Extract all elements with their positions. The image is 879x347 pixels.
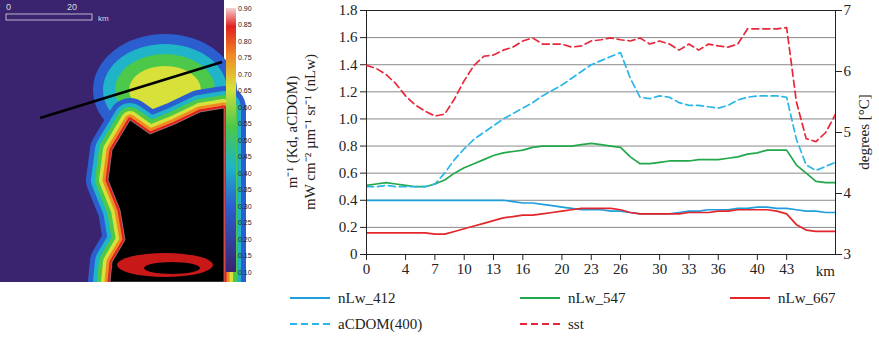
svg-text:0.45: 0.45 [238, 153, 252, 160]
svg-text:km: km [98, 14, 109, 23]
svg-text:23: 23 [584, 261, 599, 277]
svg-text:aCDOM(400): aCDOM(400) [338, 316, 422, 333]
svg-text:sst: sst [568, 316, 585, 332]
svg-text:30: 30 [652, 261, 667, 277]
svg-text:0.30: 0.30 [238, 203, 252, 210]
svg-text:13: 13 [486, 261, 501, 277]
svg-text:5: 5 [844, 124, 852, 140]
svg-text:mW cm⁻² µm⁻¹ sr⁻¹ (nLw): mW cm⁻² µm⁻¹ sr⁻¹ (nLw) [302, 54, 319, 210]
svg-text:36: 36 [711, 261, 727, 277]
svg-text:0: 0 [6, 2, 11, 12]
svg-text:0.4: 0.4 [339, 192, 358, 208]
svg-text:0.15: 0.15 [238, 252, 252, 259]
svg-text:1.0: 1.0 [339, 111, 358, 127]
svg-text:0: 0 [350, 246, 358, 262]
svg-text:6: 6 [844, 63, 852, 79]
svg-text:0.40: 0.40 [238, 170, 252, 177]
svg-text:0.2: 0.2 [339, 219, 358, 235]
svg-text:4: 4 [844, 185, 852, 201]
svg-text:1.6: 1.6 [339, 29, 358, 45]
svg-text:0.8: 0.8 [339, 138, 358, 154]
svg-text:33: 33 [681, 261, 696, 277]
svg-text:0.20: 0.20 [238, 236, 252, 243]
svg-text:nLw_547: nLw_547 [568, 290, 626, 306]
svg-text:20: 20 [67, 2, 77, 12]
svg-text:degrees [°C]: degrees [°C] [856, 94, 872, 170]
svg-text:1.2: 1.2 [339, 84, 358, 100]
svg-text:7: 7 [431, 261, 439, 277]
svg-text:7: 7 [844, 2, 852, 18]
svg-text:43: 43 [779, 261, 794, 277]
svg-text:0.75: 0.75 [238, 54, 252, 61]
svg-text:0.10: 0.10 [238, 269, 252, 276]
svg-text:1.4: 1.4 [339, 57, 358, 73]
svg-text:0.55: 0.55 [238, 120, 252, 127]
svg-text:nLw_412: nLw_412 [338, 290, 396, 306]
svg-text:m⁻¹ (Kd, aCDOM): m⁻¹ (Kd, aCDOM) [284, 76, 301, 188]
svg-text:0.70: 0.70 [238, 71, 252, 78]
svg-text:0.80: 0.80 [238, 38, 252, 45]
svg-text:0.65: 0.65 [238, 87, 252, 94]
svg-text:0.35: 0.35 [238, 186, 252, 193]
svg-text:0.6: 0.6 [339, 165, 358, 181]
svg-text:3: 3 [844, 246, 852, 262]
svg-text:1.8: 1.8 [339, 2, 358, 18]
svg-text:40: 40 [750, 261, 765, 277]
svg-text:20: 20 [554, 261, 569, 277]
svg-text:0.50: 0.50 [238, 137, 252, 144]
svg-text:km: km [816, 263, 836, 279]
svg-text:10: 10 [457, 261, 472, 277]
svg-text:16: 16 [515, 261, 531, 277]
svg-text:0.25: 0.25 [238, 219, 252, 226]
svg-text:0.90: 0.90 [238, 5, 252, 12]
svg-text:0: 0 [363, 261, 371, 277]
svg-text:nLw_667: nLw_667 [778, 290, 836, 306]
svg-text:0.85: 0.85 [238, 21, 252, 28]
svg-text:26: 26 [613, 261, 629, 277]
svg-text:4: 4 [402, 261, 410, 277]
svg-text:0.60: 0.60 [238, 104, 252, 111]
